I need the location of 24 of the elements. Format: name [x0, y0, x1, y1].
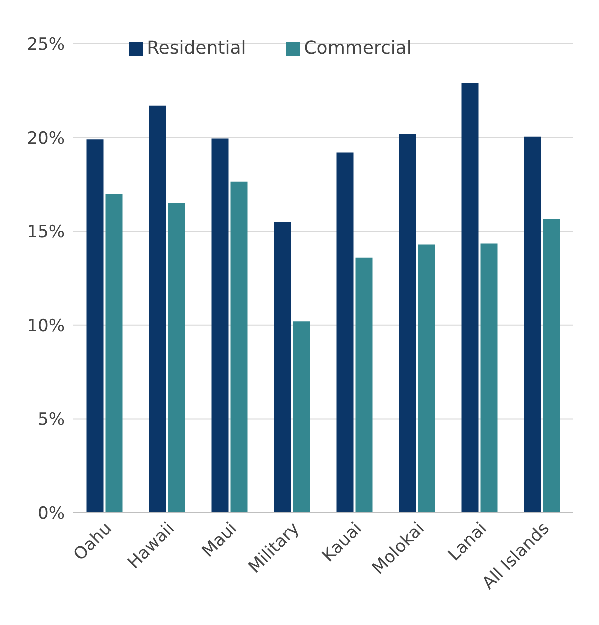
y-tick-label: 15%: [27, 222, 65, 243]
bar: [212, 138, 229, 513]
bar: [293, 322, 310, 513]
bar: [274, 222, 292, 513]
bar: [356, 258, 373, 513]
bar: [106, 194, 123, 513]
y-tick-label: 5%: [38, 410, 65, 430]
legend-label: Residential: [147, 38, 246, 59]
bar: [86, 140, 104, 513]
y-tick-label: 25%: [27, 35, 65, 56]
bar: [399, 134, 416, 513]
bar: [168, 203, 186, 513]
bar: [480, 244, 498, 513]
legend-label: Commercial: [304, 38, 412, 59]
y-tick-label: 20%: [27, 128, 65, 149]
bar: [149, 106, 166, 513]
bar: [336, 152, 354, 513]
bar: [418, 244, 436, 513]
y-tick-label: 10%: [27, 316, 65, 336]
bar: [543, 219, 560, 513]
y-tick-label: 0%: [38, 504, 65, 524]
bar: [230, 182, 248, 513]
bar: [524, 136, 542, 513]
bar: [462, 83, 479, 513]
